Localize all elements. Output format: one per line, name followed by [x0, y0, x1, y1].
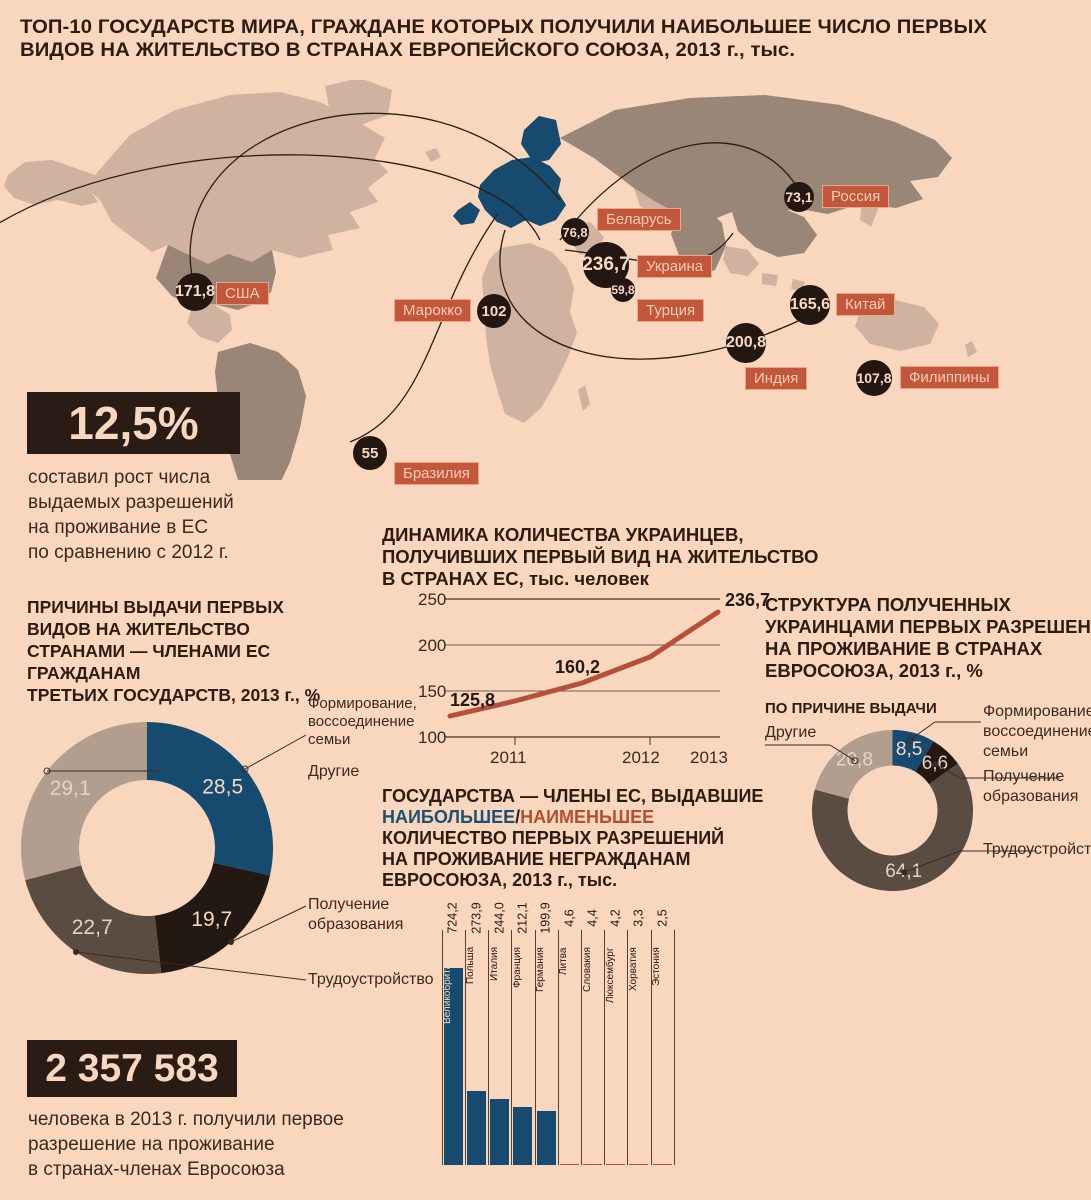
svg-text:8,5: 8,5: [896, 739, 922, 760]
svg-text:6,6: 6,6: [922, 753, 948, 774]
svg-text:64,1: 64,1: [885, 861, 922, 882]
svg-text:20,8: 20,8: [836, 750, 873, 771]
